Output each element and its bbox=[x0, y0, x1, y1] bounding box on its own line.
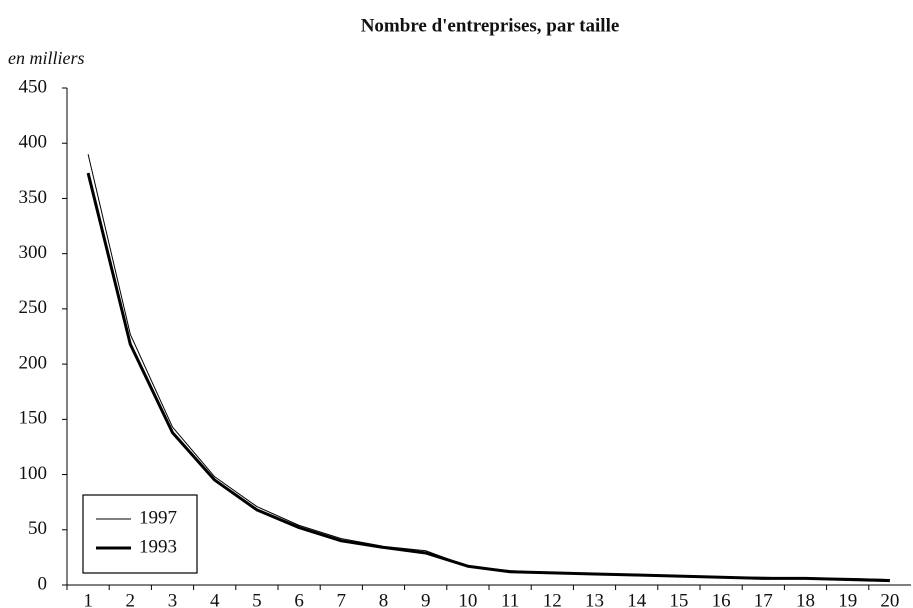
y-axis-label: en milliers bbox=[8, 48, 85, 68]
legend-label: 1993 bbox=[139, 536, 177, 557]
x-tick-label: 18 bbox=[796, 590, 815, 608]
y-tick-label: 400 bbox=[19, 132, 48, 153]
x-tick-label: 1 bbox=[83, 590, 93, 608]
x-tick-label: 11 bbox=[501, 590, 519, 608]
x-tick-label: 17 bbox=[754, 590, 773, 608]
legend-label: 1997 bbox=[139, 507, 177, 528]
y-tick-label: 250 bbox=[19, 297, 48, 318]
y-tick-label: 300 bbox=[19, 242, 48, 263]
y-tick-label: 450 bbox=[19, 76, 48, 97]
x-tick-label: 9 bbox=[421, 590, 431, 608]
x-tick-label: 4 bbox=[210, 590, 220, 608]
x-tick-label: 2 bbox=[126, 590, 136, 608]
y-tick-label: 50 bbox=[28, 518, 47, 539]
y-tick-label: 200 bbox=[19, 352, 48, 373]
chart-title: Nombre d'entreprises, par taille bbox=[361, 15, 620, 36]
series-line bbox=[87, 154, 890, 580]
x-tick-label: 20 bbox=[880, 590, 899, 608]
y-tick-label: 350 bbox=[19, 187, 48, 208]
x-tick-label: 13 bbox=[585, 590, 604, 608]
x-tick-label: 10 bbox=[458, 590, 477, 608]
y-tick-label: 100 bbox=[19, 463, 48, 484]
x-tick-label: 15 bbox=[669, 590, 688, 608]
x-tick-label: 16 bbox=[712, 590, 731, 608]
x-tick-label: 7 bbox=[337, 590, 347, 608]
x-tick-label: 5 bbox=[252, 590, 262, 608]
legend-box bbox=[82, 494, 198, 574]
x-tick-label: 14 bbox=[627, 590, 647, 608]
x-tick-label: 19 bbox=[838, 590, 857, 608]
y-tick-label: 0 bbox=[38, 573, 48, 594]
series-line bbox=[86, 172, 890, 583]
y-tick-label: 150 bbox=[19, 408, 48, 429]
x-tick-label: 12 bbox=[543, 590, 562, 608]
x-tick-label: 6 bbox=[294, 590, 304, 608]
x-tick-label: 8 bbox=[379, 590, 389, 608]
x-tick-label: 3 bbox=[168, 590, 178, 608]
